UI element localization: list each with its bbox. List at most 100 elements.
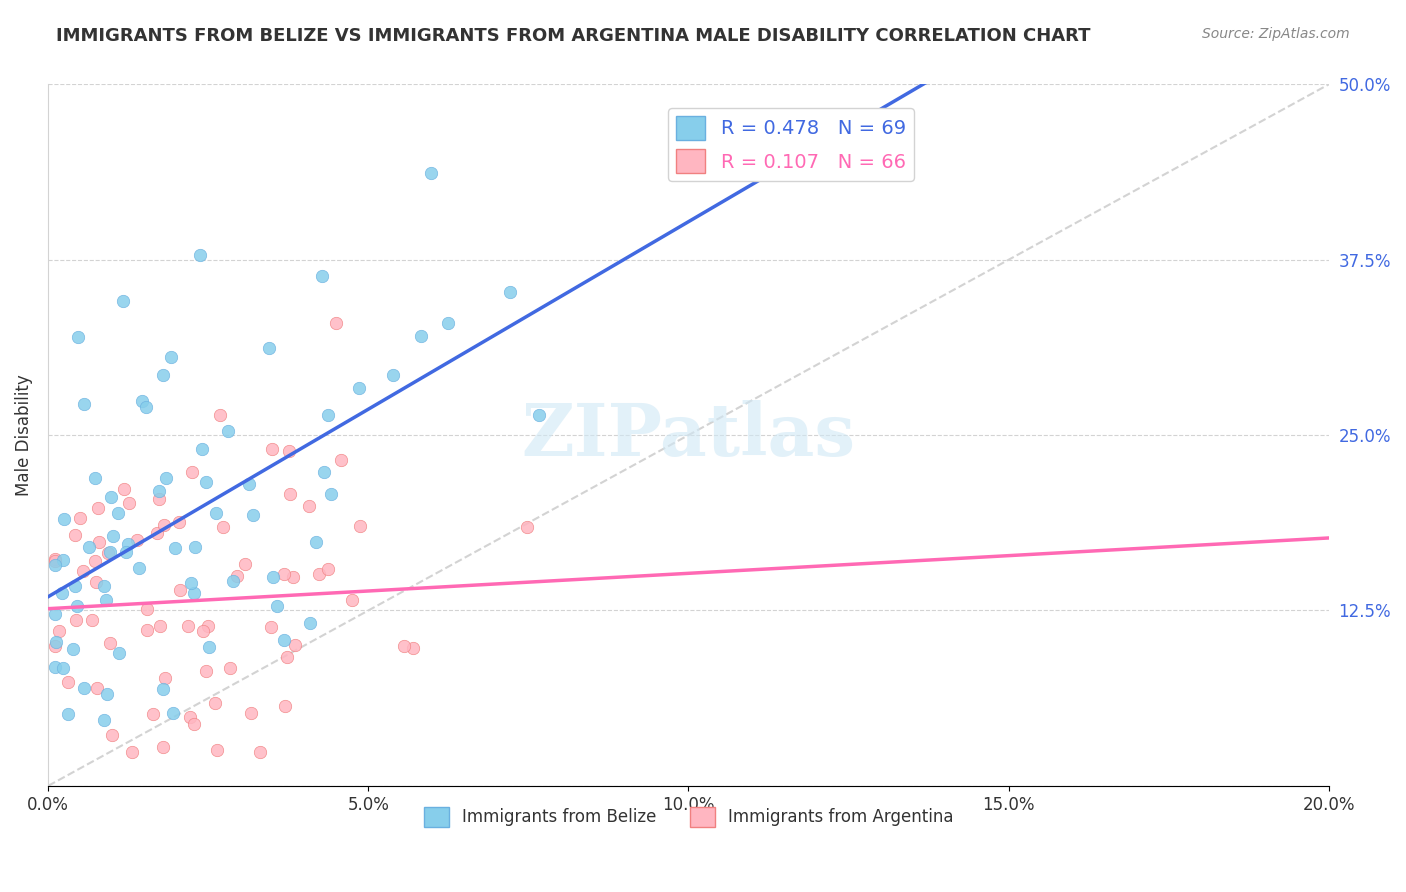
- Point: [349, 381, 371, 395]
- Point: [108, 646, 131, 660]
- Point: [197, 619, 219, 633]
- Point: [101, 728, 124, 742]
- Point: [240, 706, 263, 720]
- Point: [94, 593, 117, 607]
- Point: [65, 528, 87, 542]
- Point: [152, 518, 174, 533]
- Point: [48, 624, 70, 638]
- Point: [73, 681, 96, 696]
- Point: [112, 293, 135, 308]
- Point: [100, 490, 122, 504]
- Point: [152, 739, 174, 754]
- Point: [527, 409, 550, 423]
- Point: [155, 671, 177, 685]
- Point: [51, 586, 73, 600]
- Point: [305, 534, 328, 549]
- Point: [217, 424, 239, 438]
- Point: [242, 508, 264, 522]
- Point: [62, 641, 84, 656]
- Point: [195, 664, 218, 678]
- Point: [44, 551, 66, 566]
- Point: [420, 166, 443, 180]
- Point: [69, 511, 91, 525]
- Point: [299, 615, 322, 630]
- Point: [249, 745, 271, 759]
- Point: [135, 400, 157, 414]
- Point: [278, 444, 301, 458]
- Point: [152, 681, 174, 696]
- Point: [93, 580, 115, 594]
- Point: [118, 496, 141, 510]
- Point: [188, 247, 211, 261]
- Point: [740, 148, 762, 162]
- Point: [45, 635, 67, 649]
- Point: [225, 569, 247, 583]
- Point: [222, 574, 245, 588]
- Point: [273, 566, 295, 581]
- Point: [193, 624, 215, 639]
- Point: [77, 540, 100, 554]
- Point: [115, 545, 138, 559]
- Point: [184, 540, 207, 554]
- Point: [121, 745, 143, 759]
- Text: Source: ZipAtlas.com: Source: ZipAtlas.com: [1202, 27, 1350, 41]
- Point: [155, 471, 177, 485]
- Point: [84, 574, 107, 589]
- Point: [273, 699, 295, 714]
- Point: [66, 330, 89, 344]
- Point: [63, 578, 86, 592]
- Point: [89, 534, 111, 549]
- Point: [98, 545, 121, 559]
- Point: [93, 713, 115, 727]
- Point: [167, 515, 190, 529]
- Point: [212, 520, 235, 534]
- Point: [298, 499, 321, 513]
- Point: [101, 529, 124, 543]
- Point: [238, 477, 260, 491]
- Point: [235, 558, 257, 572]
- Point: [194, 475, 217, 489]
- Point: [169, 583, 191, 598]
- Point: [114, 482, 136, 496]
- Point: [183, 585, 205, 599]
- Point: [266, 599, 288, 614]
- Point: [72, 564, 94, 578]
- Point: [177, 619, 200, 633]
- Point: [44, 607, 66, 621]
- Point: [83, 471, 105, 485]
- Point: [262, 442, 284, 457]
- Point: [107, 506, 129, 520]
- Point: [411, 329, 433, 343]
- Point: [219, 661, 242, 675]
- Point: [180, 465, 202, 479]
- Legend: Immigrants from Belize, Immigrants from Argentina: Immigrants from Belize, Immigrants from …: [416, 800, 960, 833]
- Y-axis label: Male Disability: Male Disability: [15, 375, 32, 496]
- Point: [278, 487, 301, 501]
- Point: [402, 640, 425, 655]
- Point: [437, 316, 460, 330]
- Point: [96, 687, 118, 701]
- Point: [148, 484, 170, 499]
- Point: [142, 707, 165, 722]
- Point: [284, 638, 307, 652]
- Point: [208, 409, 231, 423]
- Point: [117, 537, 139, 551]
- Point: [80, 613, 103, 627]
- Point: [259, 341, 281, 355]
- Point: [135, 602, 157, 616]
- Point: [98, 636, 121, 650]
- Point: [316, 561, 339, 575]
- Point: [44, 660, 66, 674]
- Point: [128, 560, 150, 574]
- Text: ZIPatlas: ZIPatlas: [522, 400, 855, 471]
- Point: [56, 707, 79, 722]
- Point: [125, 533, 148, 548]
- Point: [52, 553, 75, 567]
- Point: [159, 350, 181, 364]
- Point: [308, 566, 330, 581]
- Point: [52, 661, 75, 675]
- Point: [86, 681, 108, 695]
- Point: [342, 592, 364, 607]
- Point: [72, 397, 94, 411]
- Point: [205, 506, 228, 520]
